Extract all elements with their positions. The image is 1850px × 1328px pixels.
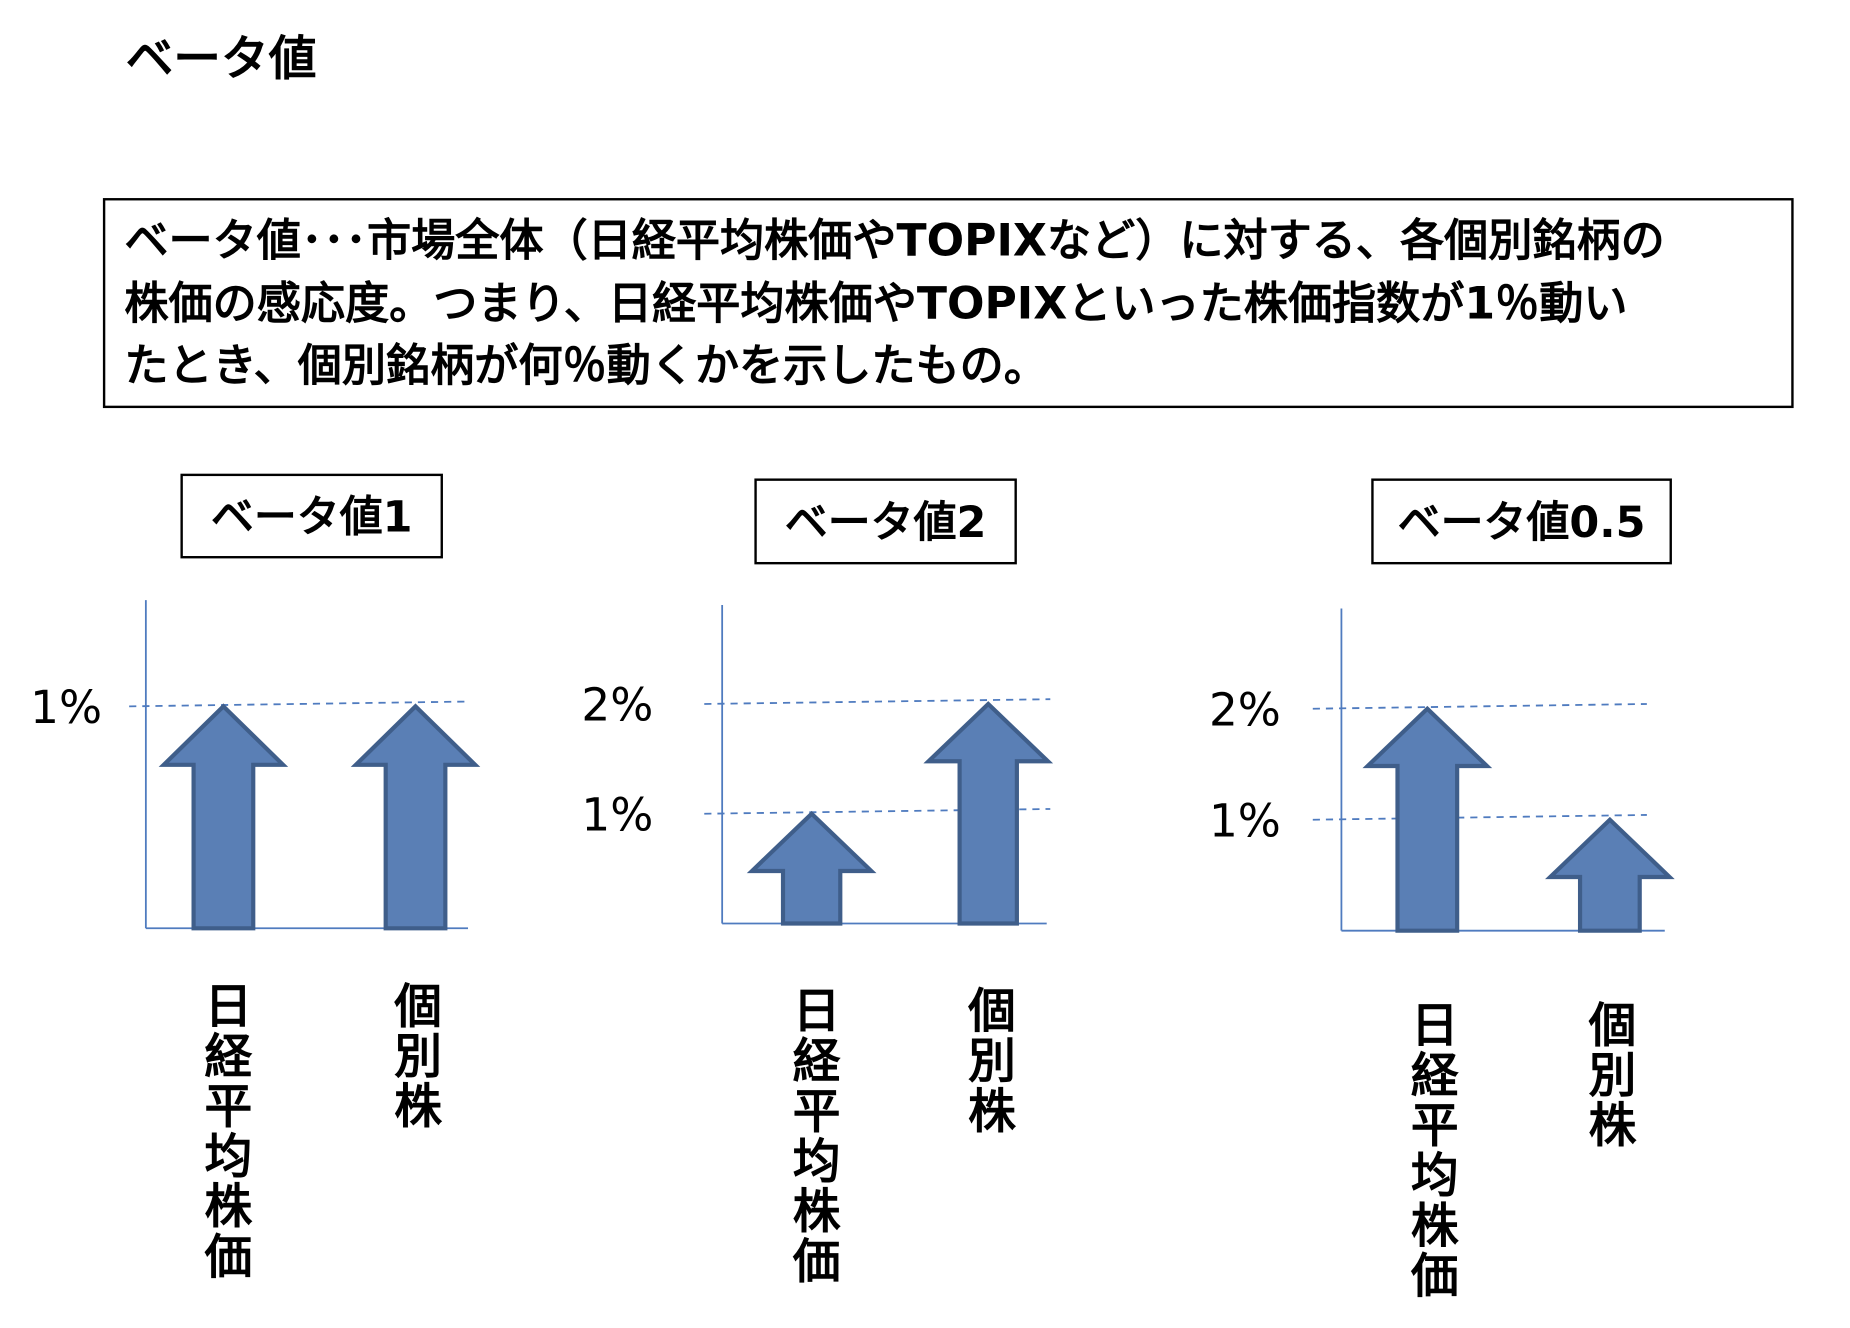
panel-title: ベータ値0.5 xyxy=(1398,498,1646,548)
gridline-1pct xyxy=(704,808,1051,815)
panel-title-box xyxy=(180,473,443,559)
beta-panel-3: ベータ値0.5 2% 1% 日経平均株価 個別株 xyxy=(1209,478,1675,1301)
tick-label: 1% xyxy=(1209,794,1281,847)
definition-line-3: たとき、個別銘柄が何％動くかを示したもの。 xyxy=(124,341,1048,392)
up-arrow-index xyxy=(1362,705,1493,933)
up-arrow-stock xyxy=(350,703,481,931)
category-label: 個別株 xyxy=(960,986,1017,1136)
up-arrow-index xyxy=(158,703,289,931)
panel-title-box xyxy=(1371,478,1672,565)
definition-line-2: 株価の感応度。つまり、日経平均株価やTOPIXといった株価指数が1％動い xyxy=(124,279,1627,330)
category-label: 個別株 xyxy=(386,981,443,1131)
tick-label: 2% xyxy=(1209,683,1281,736)
category-label: 個別株 xyxy=(1580,1000,1637,1150)
beta-panel-1: ベータ値1 1% 日経平均株価 個別株 xyxy=(30,473,481,1282)
panel-title: ベータ値2 xyxy=(785,498,987,548)
definition-box xyxy=(102,198,1794,409)
up-arrow-stock xyxy=(1545,816,1675,933)
category-label: 日経平均株価 xyxy=(196,981,253,1282)
gridline-2pct xyxy=(1312,703,1647,710)
panel-title-box xyxy=(754,478,1017,565)
beta-panel-2: ベータ値2 2% 1% 日経平均株価 個別株 xyxy=(581,478,1054,1287)
up-arrow-stock xyxy=(923,701,1054,926)
definition-line-1: ベータ値･･･市場全体（日経平均株価やTOPIXなど）に対する、各個別銘柄の xyxy=(124,215,1664,266)
gridline-2pct xyxy=(704,698,1051,705)
gridline-1pct xyxy=(129,700,466,708)
tick-label: 1% xyxy=(30,681,102,734)
category-label: 日経平均株価 xyxy=(1402,1000,1459,1301)
category-label: 日経平均株価 xyxy=(784,986,841,1287)
tick-label: 1% xyxy=(581,788,653,841)
tick-label: 2% xyxy=(581,679,653,732)
panel-title: ベータ値1 xyxy=(211,493,413,543)
up-arrow-index xyxy=(746,810,877,926)
page-title: ベータ値 xyxy=(126,32,317,87)
gridline-1pct xyxy=(1312,814,1647,821)
